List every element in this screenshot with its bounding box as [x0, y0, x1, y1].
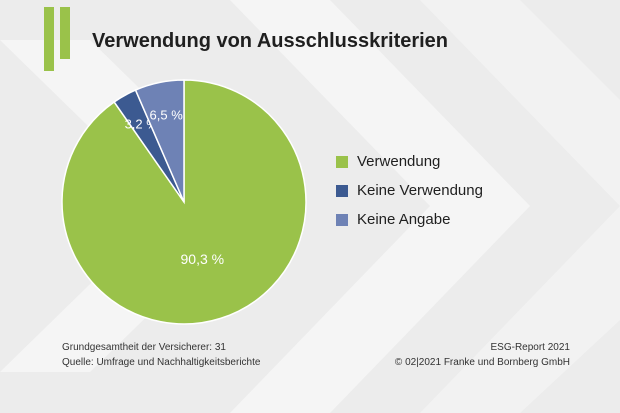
legend-item-keine-angabe: Keine Angabe: [336, 205, 483, 234]
legend-swatch: [336, 213, 348, 226]
pie-slice-keine-angabe: [134, 79, 185, 203]
footer-source: Grundgesamtheit der Versicherer: 31 Quel…: [62, 340, 260, 370]
pie-label-keine-angabe: 6,5 %: [150, 107, 184, 122]
footer-population: Grundgesamtheit der Versicherer: 31: [62, 342, 226, 353]
footer-copyright: © 02|2021 Franke und Bornberg GmbH: [394, 357, 570, 368]
footer-credits: ESG-Report 2021 © 02|2021 Franke und Bor…: [395, 340, 570, 370]
chart-title: Verwendung von Ausschlusskriterien: [92, 30, 449, 52]
legend-label: Verwendung: [357, 153, 441, 170]
legend-item-keine-verwendung: Keine Verwendung: [336, 176, 483, 205]
legend-label: Keine Angabe: [357, 211, 451, 228]
brand-accent-bar-right: [60, 7, 70, 59]
footer-report-name: ESG-Report 2021: [490, 342, 571, 353]
legend-swatch: [336, 184, 348, 197]
legend-swatch: [336, 155, 348, 168]
legend-label: Keine Verwendung: [357, 182, 483, 199]
legend-item-verwendung: Verwendung: [336, 147, 483, 176]
chart-legend: Verwendung Keine Verwendung Keine Angabe: [336, 147, 483, 234]
pie-label-verwendung: 90,3 %: [181, 251, 225, 267]
brand-accent-bar-left: [44, 7, 54, 71]
footer-source-line: Quelle: Umfrage und Nachhaltigkeitsberic…: [62, 357, 261, 368]
